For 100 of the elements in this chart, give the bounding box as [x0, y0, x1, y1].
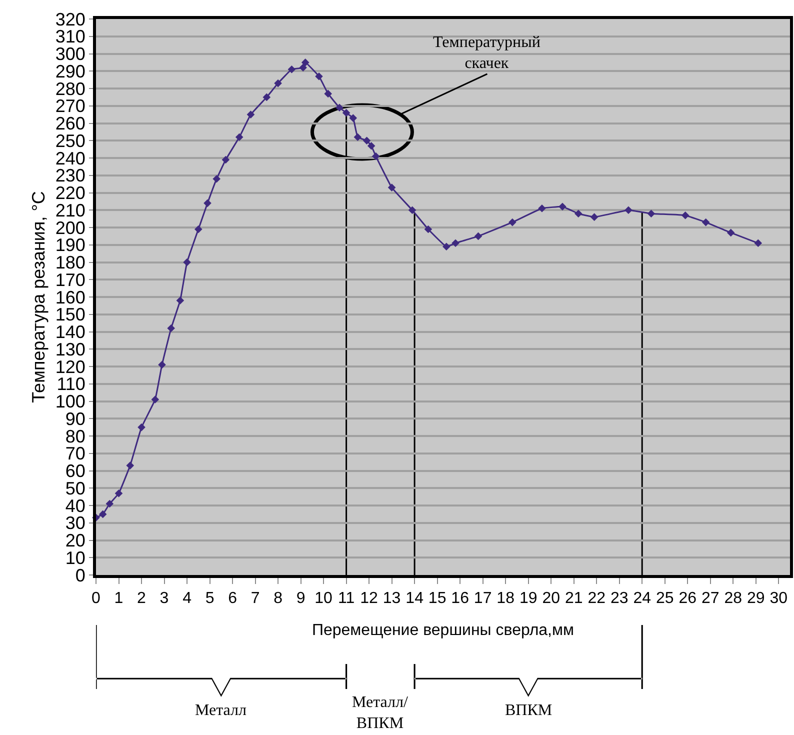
- point: [372, 152, 380, 160]
- point: [288, 65, 296, 74]
- x-tick-label: 3: [160, 590, 169, 608]
- x-tick-label: 1: [114, 590, 124, 608]
- y-tick-label: 310: [55, 26, 86, 47]
- y-tick-label: 270: [55, 96, 86, 116]
- point: [342, 108, 350, 117]
- y-tick-label: 320: [55, 9, 86, 30]
- x-tick-label: 24: [633, 590, 652, 608]
- point: [574, 210, 582, 218]
- x-tick-label: 30: [770, 590, 788, 608]
- point: [126, 462, 134, 470]
- point: [442, 242, 450, 251]
- point: [138, 423, 146, 432]
- x-tick-label: 19: [519, 590, 538, 608]
- x-tick-label: 29: [746, 590, 765, 608]
- text: ВПКМ: [505, 702, 552, 719]
- point: [354, 133, 362, 142]
- point: [194, 225, 202, 234]
- x-tick-label: 20: [542, 590, 560, 608]
- y-tick-label: 190: [55, 235, 86, 256]
- x-tick-label: 21: [564, 590, 583, 608]
- point: [558, 202, 566, 211]
- x-axis-title: Перемещение вершины сверла,мм: [312, 622, 574, 639]
- text: Металл/ ВПКМ: [352, 694, 409, 732]
- annotation: Температурный скачек: [433, 34, 541, 72]
- y-tick-label: 280: [55, 78, 86, 99]
- x-tick-label: 6: [228, 590, 238, 608]
- x-tick-label: 0: [92, 590, 101, 608]
- x-tick-label: 23: [610, 590, 628, 608]
- point: [474, 232, 482, 240]
- x-tick-label: 9: [296, 590, 306, 608]
- x-tick-label: 8: [274, 590, 283, 608]
- y-tick-label: 240: [55, 148, 86, 168]
- point: [262, 93, 271, 102]
- point: [158, 360, 166, 369]
- x-tick-label: 26: [678, 590, 697, 608]
- point: [452, 239, 460, 248]
- point: [274, 79, 282, 88]
- y-tick-label: 110: [56, 374, 86, 394]
- x-tick-label: 17: [474, 590, 492, 608]
- point: [367, 142, 376, 150]
- point: [590, 213, 598, 221]
- y-tick-label: 160: [55, 287, 86, 308]
- x-tick-label: 13: [382, 590, 401, 608]
- x-tick-label: 22: [588, 590, 606, 608]
- y-tick-label: 0: [75, 565, 86, 586]
- point: [235, 133, 244, 142]
- point: [324, 90, 332, 98]
- point: [508, 218, 516, 226]
- x-tick-label: 28: [724, 590, 742, 608]
- y-tick-label: 200: [55, 218, 86, 238]
- point: [702, 218, 710, 226]
- x-tick-label: 4: [182, 590, 192, 608]
- y-axis-title: Температура резания, °C: [28, 191, 49, 403]
- x-tick-label: 10: [314, 590, 333, 608]
- point: [362, 136, 371, 145]
- x-tick-label: 27: [701, 590, 720, 608]
- point: [299, 64, 307, 72]
- point: [726, 228, 735, 237]
- x-tick-label: 5: [205, 590, 214, 608]
- point: [388, 184, 396, 192]
- x-tick-label: 25: [656, 590, 674, 608]
- point: [349, 114, 358, 122]
- x-tick-label: 12: [360, 590, 378, 608]
- point: [538, 204, 546, 212]
- point: [151, 396, 160, 404]
- y-tick-label: 120: [55, 356, 86, 377]
- point: [315, 72, 323, 80]
- x-tick-label: 11: [338, 590, 355, 608]
- point: [754, 239, 762, 248]
- y-tick-label: 70: [65, 444, 86, 464]
- x-tick-label: 14: [406, 590, 424, 608]
- point: [204, 199, 212, 208]
- x-tick-label: 18: [496, 590, 515, 608]
- point: [114, 489, 123, 498]
- point: [647, 210, 656, 218]
- point: [624, 206, 632, 214]
- x-tick-label: 7: [250, 590, 260, 608]
- y-tick-label: 40: [65, 496, 86, 516]
- point: [336, 104, 344, 112]
- point: [167, 324, 175, 332]
- y-tick-label: 30: [65, 513, 86, 534]
- text: Металл: [195, 702, 247, 719]
- point: [98, 510, 107, 518]
- y-tick-label: 230: [55, 166, 86, 186]
- point: [408, 206, 416, 214]
- point: [222, 156, 230, 164]
- point: [183, 258, 191, 266]
- x-tick-label: 16: [451, 590, 470, 608]
- point: [246, 110, 255, 118]
- point: [106, 500, 114, 508]
- point: [212, 174, 220, 183]
- y-tick-label: 150: [55, 304, 86, 325]
- x-tick-label: 2: [137, 590, 146, 608]
- y-tick-label: 80: [65, 426, 86, 446]
- point: [681, 211, 690, 220]
- x-tick-label: 15: [428, 590, 446, 608]
- point: [176, 296, 184, 304]
- point: [301, 58, 310, 66]
